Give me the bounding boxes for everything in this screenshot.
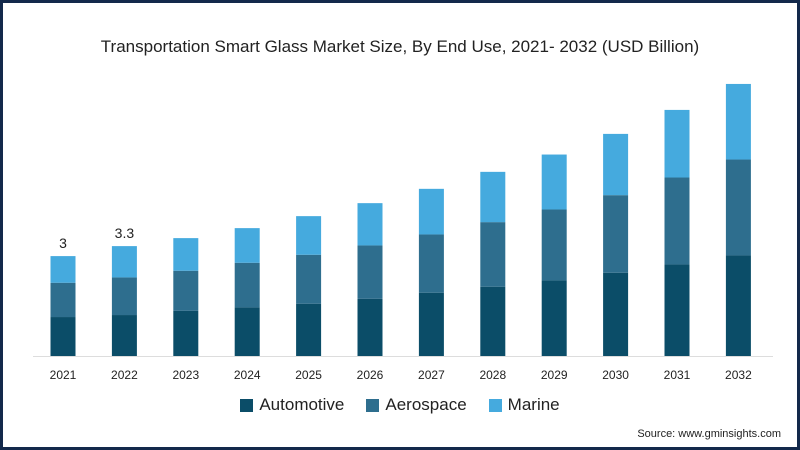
bar-marine-2030 (603, 133, 629, 196)
legend-label: Automotive (259, 395, 345, 414)
x-tick-label: 2028 (479, 368, 506, 382)
bar-marine-2027 (418, 188, 444, 235)
bar-aerospace-2025 (296, 254, 322, 304)
x-tick-label: 2027 (418, 368, 445, 382)
bar-automotive-2023 (173, 310, 199, 356)
bar-marine-2021 (50, 256, 76, 283)
x-tick-label: 2024 (234, 368, 261, 382)
legend-swatch-marine (488, 398, 502, 412)
bar-aerospace-2023 (173, 270, 199, 311)
bar-marine-2031 (664, 109, 690, 178)
legend-swatch-aerospace (366, 398, 380, 412)
legend-label: Aerospace (385, 395, 467, 414)
legend-item-aerospace: Aerospace (366, 395, 467, 415)
bar-automotive-2029 (541, 280, 567, 356)
bar-aerospace-2026 (357, 245, 383, 299)
bar-automotive-2025 (296, 303, 322, 356)
bar-aerospace-2031 (664, 177, 690, 265)
x-tick-label: 2031 (664, 368, 691, 382)
x-tick-label: 2032 (725, 368, 752, 382)
x-tick-label: 2021 (50, 368, 77, 382)
x-tick-label: 2022 (111, 368, 138, 382)
bar-aerospace-2029 (541, 209, 567, 281)
bar-automotive-2022 (111, 315, 137, 356)
bar-aerospace-2022 (111, 277, 137, 316)
bar-automotive-2028 (480, 286, 506, 356)
bar-automotive-2030 (603, 272, 629, 356)
bar-aerospace-2028 (480, 222, 506, 287)
bar-automotive-2024 (234, 307, 260, 356)
bar-marine-2025 (296, 216, 322, 255)
x-tick-label: 2029 (541, 368, 568, 382)
x-tick-label: 2025 (295, 368, 322, 382)
bar-aerospace-2027 (418, 234, 444, 293)
bar-marine-2028 (480, 171, 506, 223)
source-note: Source: www.gminsights.com (637, 428, 781, 440)
bar-automotive-2026 (357, 298, 383, 356)
bar-automotive-2021 (50, 317, 76, 356)
bar-marine-2023 (173, 238, 199, 271)
legend-label: Marine (507, 395, 560, 414)
bar-aerospace-2024 (234, 262, 260, 308)
chart-title: Transportation Smart Glass Market Size, … (100, 37, 700, 56)
bar-aerospace-2032 (725, 159, 751, 256)
x-tick-label: 2026 (357, 368, 384, 382)
chart-plot: 2021 3 2022 3.3 2023 2024 2025 2026 2027 2028 2029… (33, 83, 773, 382)
x-tick-label: 2030 (602, 368, 629, 382)
data-label: 3 (59, 235, 67, 251)
bar-automotive-2031 (664, 264, 690, 356)
bar-marine-2032 (725, 83, 751, 160)
data-label: 3.3 (115, 225, 135, 241)
bar-aerospace-2030 (603, 195, 629, 273)
bar-automotive-2027 (418, 292, 444, 356)
bar-marine-2026 (357, 203, 383, 246)
x-tick-label: 2023 (172, 368, 199, 382)
legend-item-automotive: Automotive (240, 395, 344, 415)
legend-swatch-automotive (240, 398, 254, 412)
legend: Automotive Aerospace Marine (3, 395, 797, 415)
bar-aerospace-2021 (50, 282, 76, 318)
bar-marine-2029 (541, 154, 567, 210)
bar-marine-2024 (234, 228, 260, 263)
legend-item-marine: Marine (488, 395, 560, 415)
bar-marine-2022 (111, 246, 137, 278)
bar-automotive-2032 (725, 255, 751, 356)
